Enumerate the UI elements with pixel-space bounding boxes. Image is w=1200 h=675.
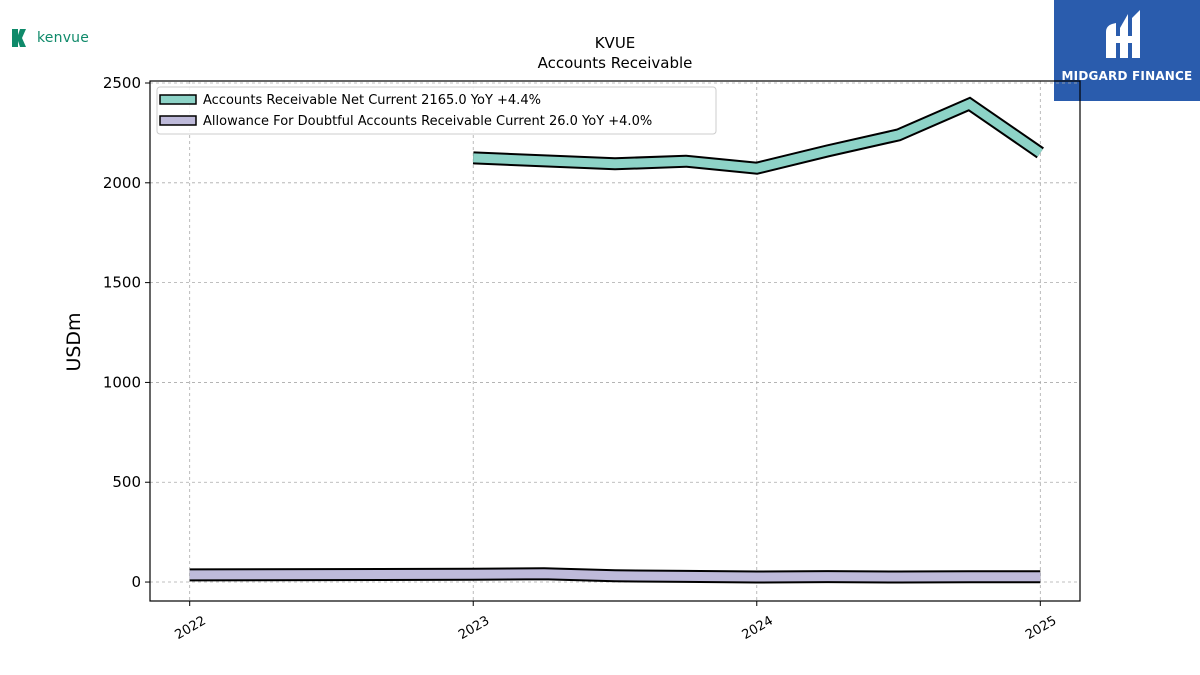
kenvue-logo: kenvue bbox=[12, 29, 89, 47]
y-axis-label: USDm bbox=[63, 312, 85, 371]
midgard-mark-icon bbox=[1106, 10, 1140, 58]
legend: Accounts Receivable Net Current 2165.0 Y… bbox=[156, 86, 717, 135]
y-tick-label: 1500 bbox=[103, 274, 141, 292]
chart-title: KVUE bbox=[595, 34, 636, 52]
x-tick-label: 2023 bbox=[456, 613, 492, 643]
series-band-1 bbox=[189, 569, 1041, 582]
y-tick-label: 0 bbox=[131, 573, 141, 591]
y-tick-label: 2000 bbox=[103, 174, 141, 192]
x-tick-label: 2022 bbox=[173, 613, 209, 643]
legend-swatch-0 bbox=[159, 94, 197, 105]
midgard-logo-text: MIDGARD FINANCE bbox=[1061, 69, 1193, 83]
x-tick-label: 2024 bbox=[740, 613, 776, 643]
midgard-finance-logo: MIDGARD FINANCE bbox=[1054, 0, 1200, 101]
y-tick-label: 2500 bbox=[103, 74, 141, 92]
kenvue-mark-icon bbox=[12, 29, 26, 47]
y-tick-label: 1000 bbox=[103, 373, 141, 391]
legend-label-1: Allowance For Doubtful Accounts Receivab… bbox=[203, 114, 652, 129]
series-layer bbox=[189, 96, 1044, 584]
legend-box bbox=[156, 86, 717, 135]
kenvue-logo-text: kenvue bbox=[37, 30, 90, 46]
series-band-0 bbox=[473, 98, 1043, 173]
plot-frame bbox=[149, 80, 1081, 602]
y-tick-label: 500 bbox=[112, 473, 141, 491]
legend-swatch-1 bbox=[159, 115, 197, 126]
x-tick-label: 2025 bbox=[1023, 613, 1059, 643]
chart-subtitle: Accounts Receivable bbox=[538, 54, 693, 72]
legend-label-0: Accounts Receivable Net Current 2165.0 Y… bbox=[203, 93, 541, 108]
